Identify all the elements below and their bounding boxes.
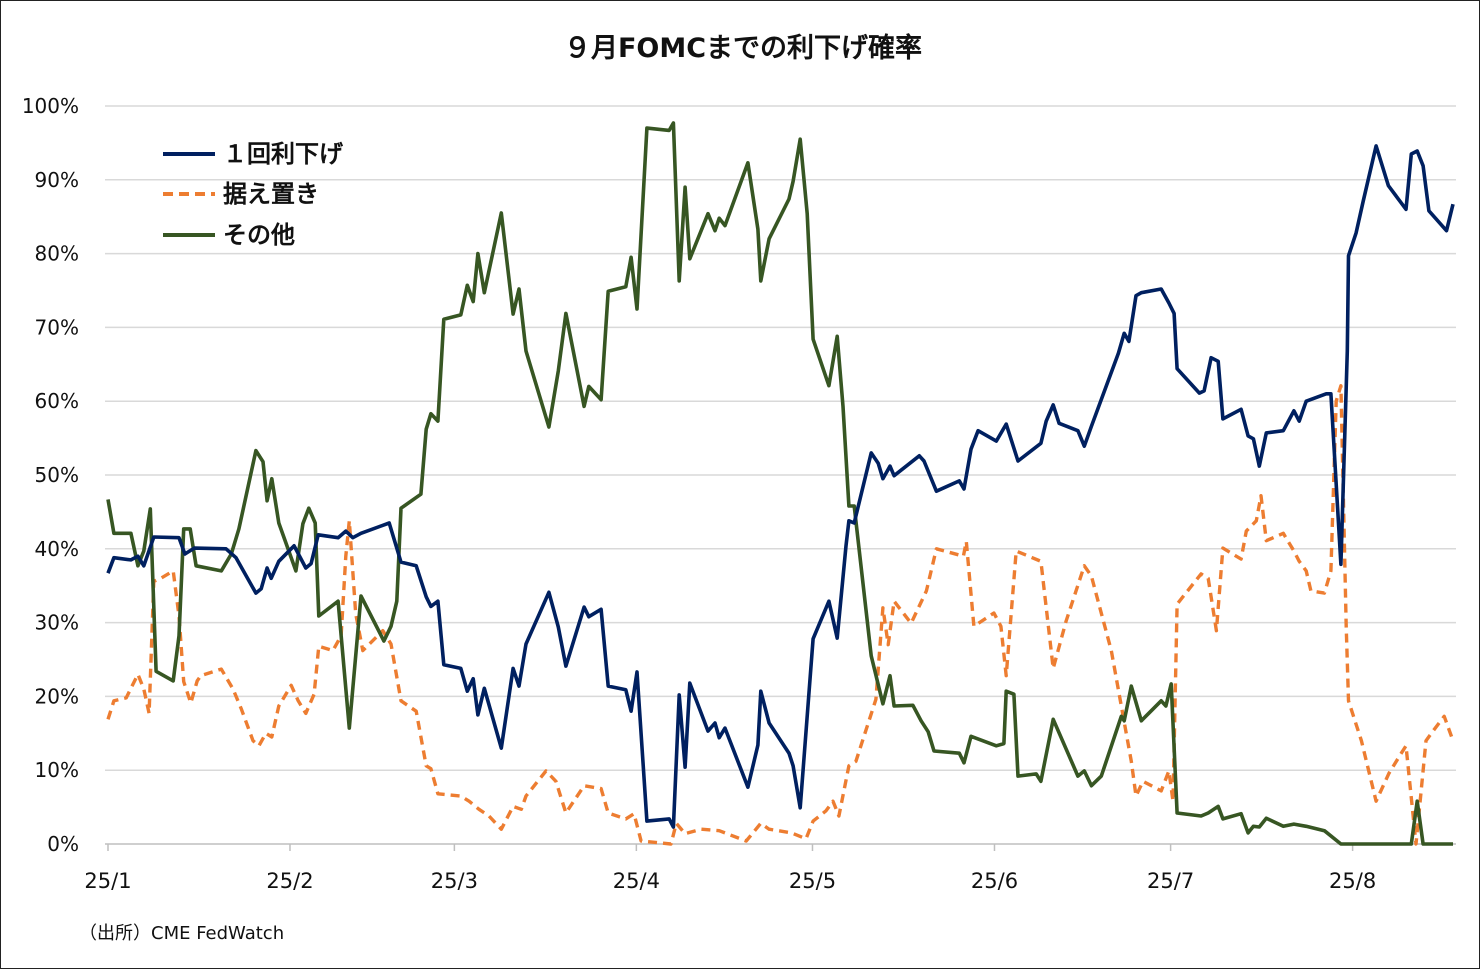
x-tick-label: 25/6 [971, 869, 1018, 893]
y-tick-label: 30% [35, 611, 79, 635]
y-tick-label: 90% [35, 168, 79, 192]
chart-title: ９月FOMCまでの利下げ確率 [564, 32, 922, 64]
y-tick-label: 70% [35, 315, 79, 339]
x-tick-label: 25/3 [431, 869, 478, 893]
x-tick-label: 25/4 [613, 869, 660, 893]
x-tick-label: 25/2 [266, 869, 313, 893]
legend-label-other: その他 [223, 221, 295, 249]
y-tick-label: 100% [22, 94, 79, 118]
x-tick-label: 25/7 [1147, 869, 1194, 893]
y-tick-label: 80% [35, 242, 79, 266]
y-tick-label: 10% [35, 758, 79, 782]
gridlines [105, 105, 1456, 771]
x-tick-label: 25/5 [789, 869, 836, 893]
series-lines [106, 121, 1455, 846]
y-tick-label: 60% [35, 389, 79, 413]
source-note: （出所）CME FedWatch [79, 923, 284, 944]
series-line-rate-cut [106, 144, 1455, 829]
y-tick-label: 40% [35, 537, 79, 561]
y-tick-label: 50% [35, 463, 79, 487]
legend-label-rate-cut: １回利下げ [223, 140, 344, 168]
series-line-other [106, 121, 1453, 846]
y-tick-label: 20% [35, 684, 79, 708]
y-tick-label: 0% [47, 832, 79, 856]
y-axis-ticks: 0% 10% 20% 30% 40% 50% 60% 70% 80% 90% 100% [22, 94, 79, 856]
legend: １回利下げ 据え置き その他 [163, 140, 344, 249]
legend-label-hold: 据え置き [223, 180, 319, 208]
x-axis: 25/1 25/2 25/3 25/4 25/5 25/6 25/7 25/8 [84, 843, 1456, 893]
series-line-hold [106, 384, 1455, 846]
x-tick-label: 25/1 [84, 869, 131, 893]
x-tick-label: 25/8 [1329, 869, 1376, 893]
